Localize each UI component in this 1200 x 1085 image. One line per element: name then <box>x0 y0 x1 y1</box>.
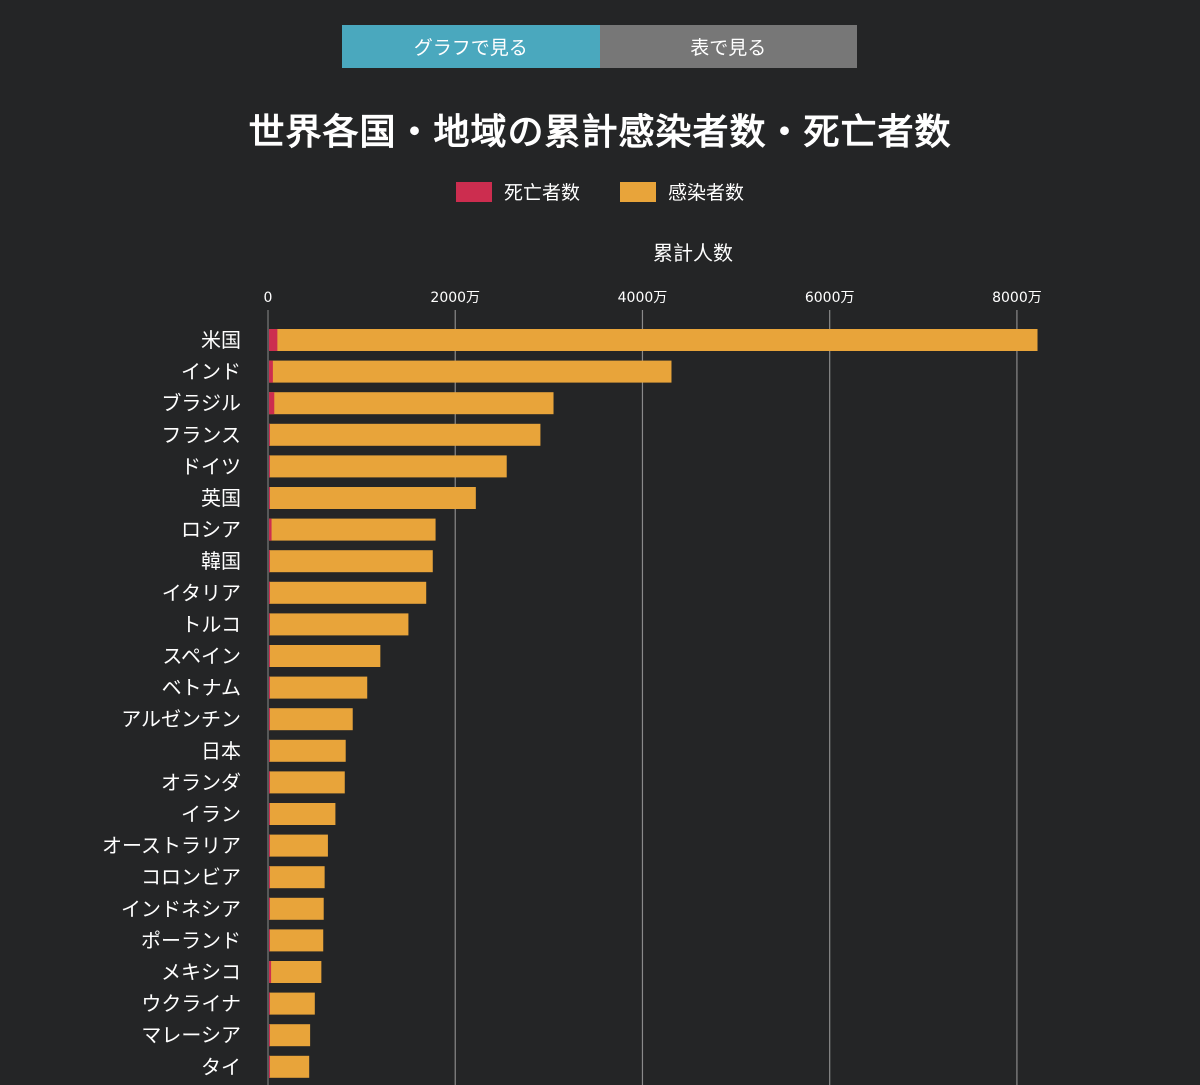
category-label: 韓国 <box>201 549 241 573</box>
tick-layer: 0 2000万 4000万 6000万 8000万 <box>264 290 1042 306</box>
chart-title: 世界各国・地域の累計感染者数・死亡者数 <box>248 112 952 153</box>
bar-deaths <box>269 423 270 446</box>
bar-cases <box>269 518 436 541</box>
bar-cases <box>269 645 381 667</box>
bar-layer <box>269 329 1038 1078</box>
category-label: アルゼンチン <box>121 707 241 731</box>
bar-deaths <box>269 518 272 541</box>
x-tick-label: 0 <box>264 290 273 306</box>
bar-cases <box>269 866 325 889</box>
tab-table-view[interactable]: 表で見る <box>599 25 857 68</box>
legend-label-deaths: 死亡者数 <box>503 182 580 204</box>
bar-cases <box>269 329 1038 351</box>
category-labels: 米国インドブラジルフランスドイツ英国ロシア韓国イタリアトルコスペインベトナムアル… <box>102 328 241 1079</box>
bar-deaths <box>269 613 270 636</box>
bar-deaths <box>269 739 270 762</box>
bar-deaths <box>269 929 270 952</box>
category-label: イタリア <box>162 581 241 605</box>
bar-deaths <box>269 360 273 383</box>
category-label: インド <box>181 360 241 384</box>
legend-swatch-deaths <box>455 181 492 202</box>
legend-item-deaths: 死亡者数 <box>455 178 580 205</box>
x-axis-title: 累計人数 <box>653 241 733 265</box>
bar-deaths <box>269 676 270 699</box>
bar-cases <box>269 613 409 636</box>
category-label: タイ <box>201 1055 241 1079</box>
category-label: スペイン <box>162 644 241 668</box>
bar-cases <box>269 739 346 762</box>
bar-cases <box>269 360 672 383</box>
category-label: ロシア <box>181 518 241 542</box>
bar-cases <box>269 992 315 1015</box>
bar-cases <box>269 455 507 478</box>
category-label: オーストラリア <box>102 834 241 858</box>
bar-cases <box>269 708 353 731</box>
x-tick-label: 4000万 <box>618 290 668 306</box>
bar-deaths <box>269 645 270 667</box>
bar-deaths <box>269 329 278 351</box>
category-label: インドネシア <box>121 897 241 921</box>
bar-deaths <box>269 866 270 889</box>
bar-cases <box>269 423 541 446</box>
legend-item-cases: 感染者数 <box>620 178 744 205</box>
category-label: ウクライナ <box>141 992 241 1016</box>
bar-deaths <box>269 771 270 794</box>
bar-deaths <box>269 803 270 825</box>
bar-deaths <box>269 392 275 415</box>
bar-deaths <box>269 992 270 1015</box>
legend-label-cases: 感染者数 <box>668 182 745 204</box>
bar-deaths <box>269 834 270 857</box>
legend: 死亡者数 感染者数 <box>0 178 1200 205</box>
bar-cases <box>269 1024 311 1047</box>
category-label: フランス <box>161 423 241 447</box>
bar-cases <box>269 771 345 794</box>
bar-cases <box>269 676 368 699</box>
bar-cases <box>269 929 324 952</box>
bar-deaths <box>269 550 270 573</box>
category-label: イラン <box>181 802 241 826</box>
category-label: マレーシア <box>141 1023 241 1047</box>
bar-cases <box>269 897 324 920</box>
category-label: ポーランド <box>141 928 241 952</box>
category-label: 英国 <box>201 486 241 510</box>
bar-deaths <box>269 961 272 983</box>
bar-cases <box>269 392 554 415</box>
bar-cases <box>269 803 336 825</box>
bar-deaths <box>269 708 270 731</box>
bar-cases <box>269 487 476 509</box>
view-tabs: グラフで見る 表で見る <box>342 25 857 68</box>
category-label: 米国 <box>201 328 241 352</box>
bar-cases <box>269 550 433 573</box>
bar-cases <box>269 581 427 604</box>
category-label: ドイツ <box>181 454 241 478</box>
category-label: ブラジル <box>161 391 241 415</box>
bar-deaths <box>269 897 270 920</box>
bar-cases <box>269 834 328 857</box>
category-label: コロンビア <box>141 865 241 889</box>
tab-graph-view[interactable]: グラフで見る <box>342 25 600 68</box>
legend-swatch-cases <box>620 181 656 202</box>
category-label: 日本 <box>201 739 241 763</box>
x-tick-label: 2000万 <box>430 290 480 306</box>
category-label: トルコ <box>181 612 241 636</box>
category-label: メキシコ <box>161 960 241 984</box>
x-tick-label: 8000万 <box>992 290 1042 306</box>
bar-deaths <box>269 1024 270 1047</box>
x-tick-label: 6000万 <box>805 290 855 306</box>
bar-deaths <box>269 1055 270 1078</box>
bar-cases <box>269 1055 310 1078</box>
bar-deaths <box>269 455 270 478</box>
bar-cases <box>269 961 322 983</box>
category-label: オランダ <box>161 770 241 794</box>
bar-deaths <box>269 487 270 509</box>
category-label: ベトナム <box>162 676 241 700</box>
bar-deaths <box>269 581 270 604</box>
